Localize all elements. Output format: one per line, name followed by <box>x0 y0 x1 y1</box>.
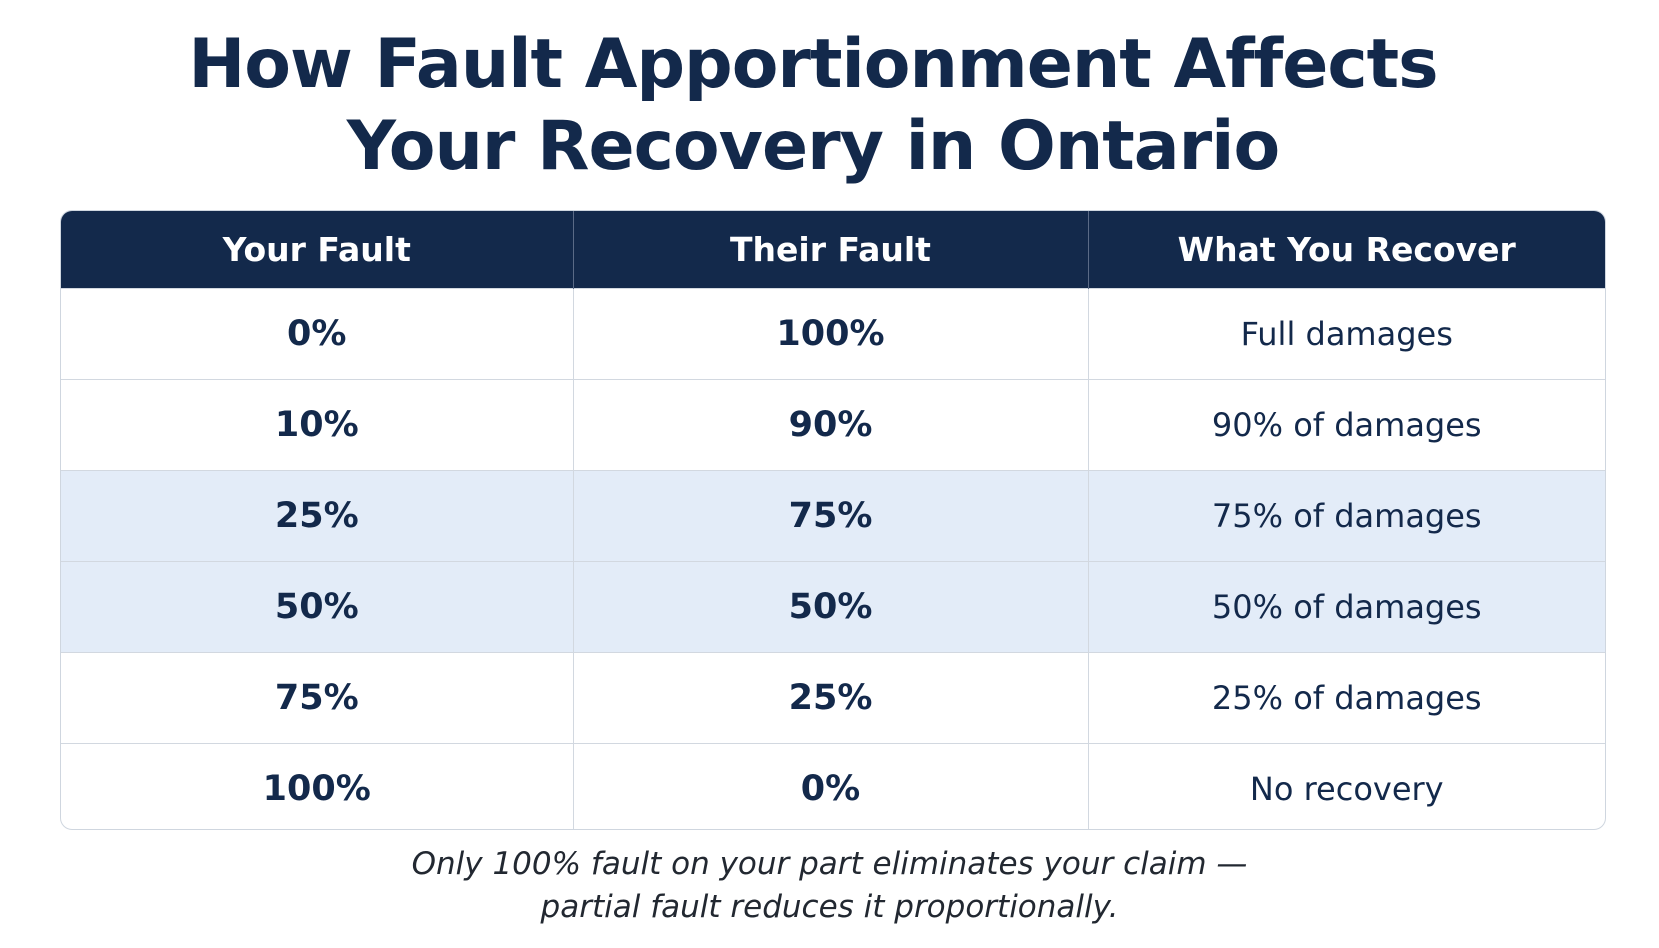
cell-your-fault: 50% <box>61 561 574 653</box>
cell-your-fault: 0% <box>61 288 574 380</box>
fault-table-container: Your Fault Their Fault What You Recover … <box>60 210 1606 830</box>
cell-their-fault: 100% <box>573 288 1089 380</box>
cell-your-fault: 100% <box>61 743 574 829</box>
cell-your-fault: 25% <box>61 470 574 562</box>
header-what-you-recover: What You Recover <box>1088 211 1605 289</box>
cell-recover: Full damages <box>1088 288 1605 380</box>
footnote-line-2: partial fault reduces it proportionally. <box>540 889 1119 925</box>
footnote: Only 100% fault on your part eliminates … <box>0 843 1659 929</box>
cell-recover: 25% of damages <box>1088 652 1605 744</box>
cell-recover: No recovery <box>1088 743 1605 829</box>
cell-their-fault: 25% <box>573 652 1089 744</box>
cell-their-fault: 0% <box>573 743 1089 829</box>
cell-their-fault: 75% <box>573 470 1089 562</box>
header-your-fault: Your Fault <box>61 211 574 289</box>
footnote-line-1: Only 100% fault on your part eliminates … <box>411 846 1248 882</box>
fault-apportionment-table: Your Fault Their Fault What You Recover … <box>61 211 1605 829</box>
table-row: 0% 100% Full damages <box>61 288 1605 380</box>
table-row-highlighted: 25% 75% 75% of damages <box>61 470 1605 562</box>
table-row: 100% 0% No recovery <box>61 743 1605 829</box>
table-row: 75% 25% 25% of damages <box>61 652 1605 744</box>
cell-your-fault: 75% <box>61 652 574 744</box>
table-body: 0% 100% Full damages 10% 90% 90% of dama… <box>61 288 1605 829</box>
table-header: Your Fault Their Fault What You Recover <box>61 211 1605 289</box>
cell-recover: 50% of damages <box>1088 561 1605 653</box>
cell-your-fault: 10% <box>61 379 574 471</box>
page-title-line-2: Your Recovery in Ontario <box>346 107 1280 186</box>
page-title-line-1: How Fault Apportionment Affects <box>188 25 1438 104</box>
table-row-highlighted: 50% 50% 50% of damages <box>61 561 1605 653</box>
cell-their-fault: 90% <box>573 379 1089 471</box>
cell-recover: 75% of damages <box>1088 470 1605 562</box>
cell-their-fault: 50% <box>573 561 1089 653</box>
header-their-fault: Their Fault <box>573 211 1089 289</box>
table-row: 10% 90% 90% of damages <box>61 379 1605 471</box>
cell-recover: 90% of damages <box>1088 379 1605 471</box>
page-title: How Fault Apportionment Affects Your Rec… <box>0 24 1626 188</box>
table-header-row: Your Fault Their Fault What You Recover <box>61 211 1605 289</box>
